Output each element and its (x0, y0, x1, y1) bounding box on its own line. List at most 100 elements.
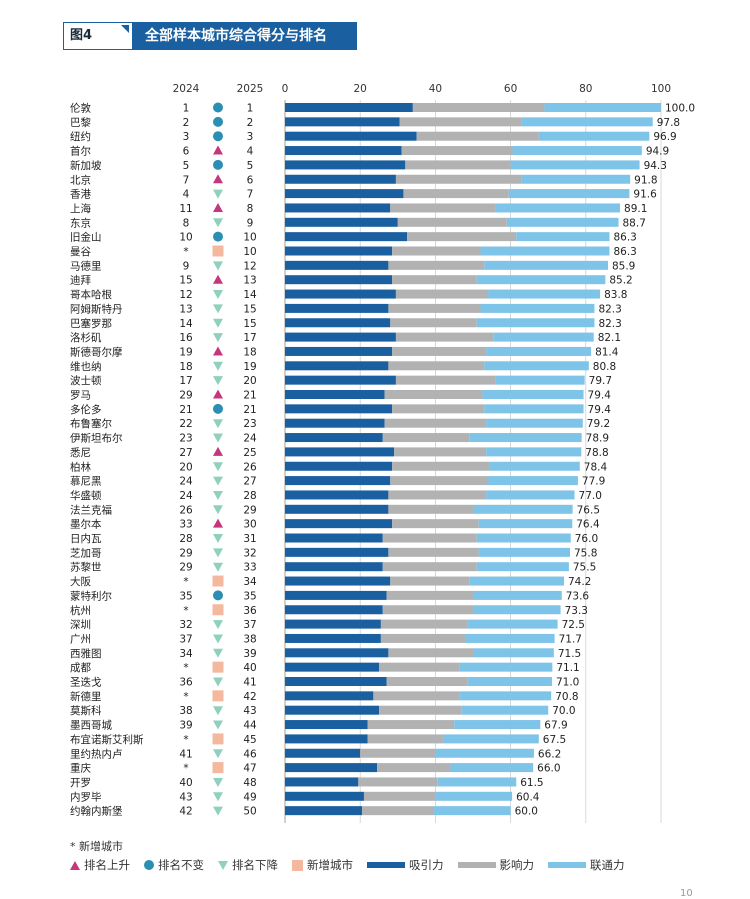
rank-2024: * (183, 246, 188, 258)
triangle-up-icon (70, 860, 80, 870)
influence-bar (392, 519, 479, 529)
influence-bar (388, 303, 481, 313)
city-label: 巴塞罗那 (70, 317, 112, 330)
attraction-bar (285, 146, 402, 156)
total-score-label: 61.5 (520, 777, 543, 789)
city-label: 柏林 (70, 460, 91, 473)
connectivity-bar (495, 375, 585, 385)
rank-2025: 34 (243, 576, 257, 588)
total-score-label: 71.7 (559, 633, 582, 645)
attraction-bar (285, 318, 391, 328)
influence-bar (363, 791, 436, 801)
rank-down-icon (213, 548, 223, 558)
total-score-label: 66.0 (537, 763, 560, 775)
connectivity-bar (508, 189, 630, 199)
influence-bar (358, 777, 438, 787)
connectivity-bar (473, 605, 561, 615)
rank-2024: 42 (179, 806, 192, 818)
influence-swatch (457, 862, 496, 868)
rank-2024: 1 (183, 103, 190, 115)
attraction-bar (285, 447, 395, 457)
city-label: 巴黎 (70, 116, 91, 129)
influence-bar (388, 547, 479, 557)
rank-2025: 37 (243, 619, 256, 631)
rank-2025: 40 (243, 662, 256, 674)
rank-2025: 48 (243, 777, 256, 789)
rank-down-icon (213, 261, 223, 271)
rank-2025: 1 (247, 103, 254, 115)
attraction-bar (285, 203, 391, 213)
col-header-2025: 2025 (237, 83, 264, 95)
rank-2024: 5 (183, 160, 190, 172)
influence-bar (395, 174, 522, 184)
attraction-bar (285, 232, 408, 242)
city-label: 里约热内卢 (70, 747, 123, 760)
city-label: 多伦多 (70, 403, 102, 416)
x-tick-label: 60 (504, 83, 517, 95)
city-label: 广州 (70, 633, 91, 645)
total-score-label: 76.4 (576, 519, 600, 531)
city-label: 圣迭戈 (70, 676, 102, 689)
attraction-bar (285, 519, 393, 529)
influence-bar (379, 705, 462, 715)
rank-up-icon (213, 145, 223, 155)
legend-connectivity: 联通力 (548, 857, 625, 873)
total-score-label: 88.7 (623, 217, 646, 229)
total-score-label: 75.5 (573, 562, 596, 574)
influence-bar (390, 203, 496, 213)
rank-down-icon (213, 333, 223, 343)
total-score-label: 78.8 (585, 447, 608, 459)
rank-2025: 29 (243, 504, 256, 516)
connectivity-bar (476, 562, 569, 572)
attraction-bar (285, 461, 393, 471)
influence-bar (379, 662, 460, 672)
rank-down-icon (213, 806, 223, 816)
x-tick-label: 80 (579, 83, 592, 95)
rank-2025: 13 (243, 275, 256, 287)
rank-up-icon (213, 446, 223, 456)
rank-2025: 26 (243, 461, 257, 473)
attraction-bar (285, 662, 379, 672)
total-score-label: 72.5 (562, 619, 585, 631)
attraction-bar (285, 332, 396, 342)
city-label: 芝加哥 (70, 546, 102, 559)
circle-icon (144, 860, 154, 870)
influence-bar (392, 404, 485, 414)
total-score-label: 73.3 (565, 605, 588, 617)
x-tick-label: 20 (354, 83, 367, 95)
rank-down-icon (213, 534, 223, 543)
connectivity-bar (461, 705, 549, 715)
influence-bar (386, 677, 468, 686)
square-icon (292, 859, 303, 871)
attraction-bar (285, 791, 364, 801)
influence-bar (386, 590, 473, 600)
rank-2025: 43 (243, 705, 256, 717)
attraction-bar (285, 490, 389, 500)
attraction-bar (285, 763, 378, 773)
total-score-label: 79.2 (587, 418, 610, 430)
legend-label: 新增城市 (307, 858, 353, 872)
attraction-bar (285, 633, 381, 643)
total-score-label: 71.1 (556, 662, 579, 674)
influence-bar (403, 189, 509, 199)
rank-down-icon (213, 433, 223, 443)
influence-bar (382, 433, 470, 443)
connectivity-bar (489, 461, 580, 471)
attraction-bar (285, 375, 396, 385)
connectivity-bar (450, 763, 534, 773)
city-label: 蒙特利尔 (70, 589, 112, 602)
influence-bar (392, 461, 490, 471)
attraction-bar (285, 246, 393, 256)
connectivity-bar (486, 418, 583, 428)
connectivity-bar (478, 519, 573, 529)
rank-2025: 2 (247, 117, 254, 129)
legend-rank-same: 排名不变 (144, 857, 204, 873)
total-score-label: 96.9 (653, 131, 676, 143)
page-number: 10 (680, 888, 693, 899)
rank-down-icon (213, 490, 223, 500)
connectivity-bar (516, 232, 610, 242)
rank-2024: 6 (183, 146, 190, 158)
attraction-bar (285, 705, 379, 715)
figure-title: 全部样本城市综合得分与排名 (133, 22, 357, 50)
rank-2025: 24 (243, 433, 257, 445)
